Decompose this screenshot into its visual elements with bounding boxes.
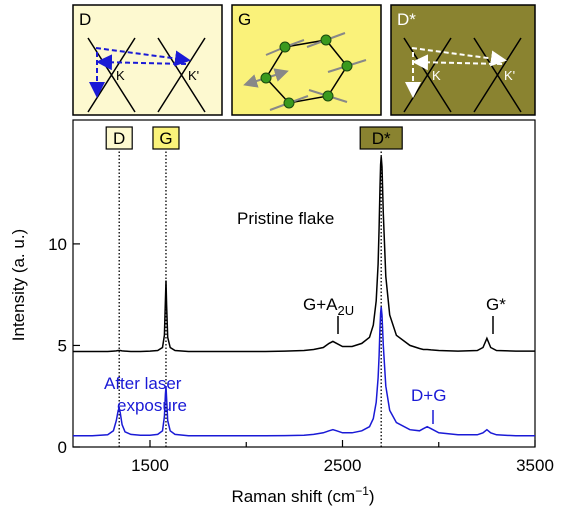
annotation: G+A2U bbox=[303, 295, 354, 318]
x-label-sup: −1 bbox=[355, 484, 369, 498]
spectrum-line bbox=[73, 156, 535, 353]
plot-frame bbox=[72, 119, 536, 448]
y-axis-label: Intensity (a. u.) bbox=[9, 229, 28, 341]
inset-g: G bbox=[231, 4, 382, 116]
x-tick-label: 1500 bbox=[131, 456, 169, 475]
k-label: K' bbox=[504, 68, 515, 83]
peak-marker-box bbox=[105, 126, 133, 150]
peak-marker-label: D bbox=[113, 129, 125, 148]
y-tick-label: 0 bbox=[58, 438, 67, 457]
x-tick-label: 3500 bbox=[516, 456, 554, 475]
y-tick-label: 5 bbox=[58, 336, 67, 355]
annotation-text: G* bbox=[486, 295, 506, 314]
annotation-text: G+A bbox=[303, 295, 338, 314]
annotation-text: D+G bbox=[411, 386, 446, 405]
annotation: exposure bbox=[117, 396, 187, 415]
spectrum-line bbox=[73, 306, 535, 437]
peak-marker-box bbox=[152, 126, 180, 150]
inset-d: D K K' bbox=[72, 4, 223, 116]
inset-label: D bbox=[79, 10, 91, 29]
peak-marker-box bbox=[359, 126, 403, 150]
peak-marker-label: D* bbox=[372, 129, 391, 148]
inset-dstar: D* K K' bbox=[390, 4, 536, 116]
peak-marker-label: G bbox=[159, 129, 172, 148]
k-label: K' bbox=[188, 68, 199, 83]
k-label: K bbox=[432, 68, 441, 83]
annotation: D+G bbox=[411, 386, 446, 405]
x-label-text: Raman shift (cm bbox=[231, 487, 355, 506]
annotation-sub: 2U bbox=[338, 303, 355, 318]
inset-label: D* bbox=[397, 10, 416, 29]
x-label-end: ) bbox=[369, 487, 375, 506]
annotation: G* bbox=[486, 295, 506, 314]
annotation: After laser bbox=[104, 374, 182, 393]
k-label: K bbox=[116, 68, 125, 83]
x-tick-label: 2500 bbox=[324, 456, 362, 475]
annotation: Pristine flake bbox=[237, 209, 334, 228]
annotation-text: Pristine flake bbox=[237, 209, 334, 228]
y-tick-label: 10 bbox=[48, 235, 67, 254]
inset-label: G bbox=[238, 10, 251, 29]
x-axis-label: Raman shift (cm−1) bbox=[231, 484, 374, 506]
